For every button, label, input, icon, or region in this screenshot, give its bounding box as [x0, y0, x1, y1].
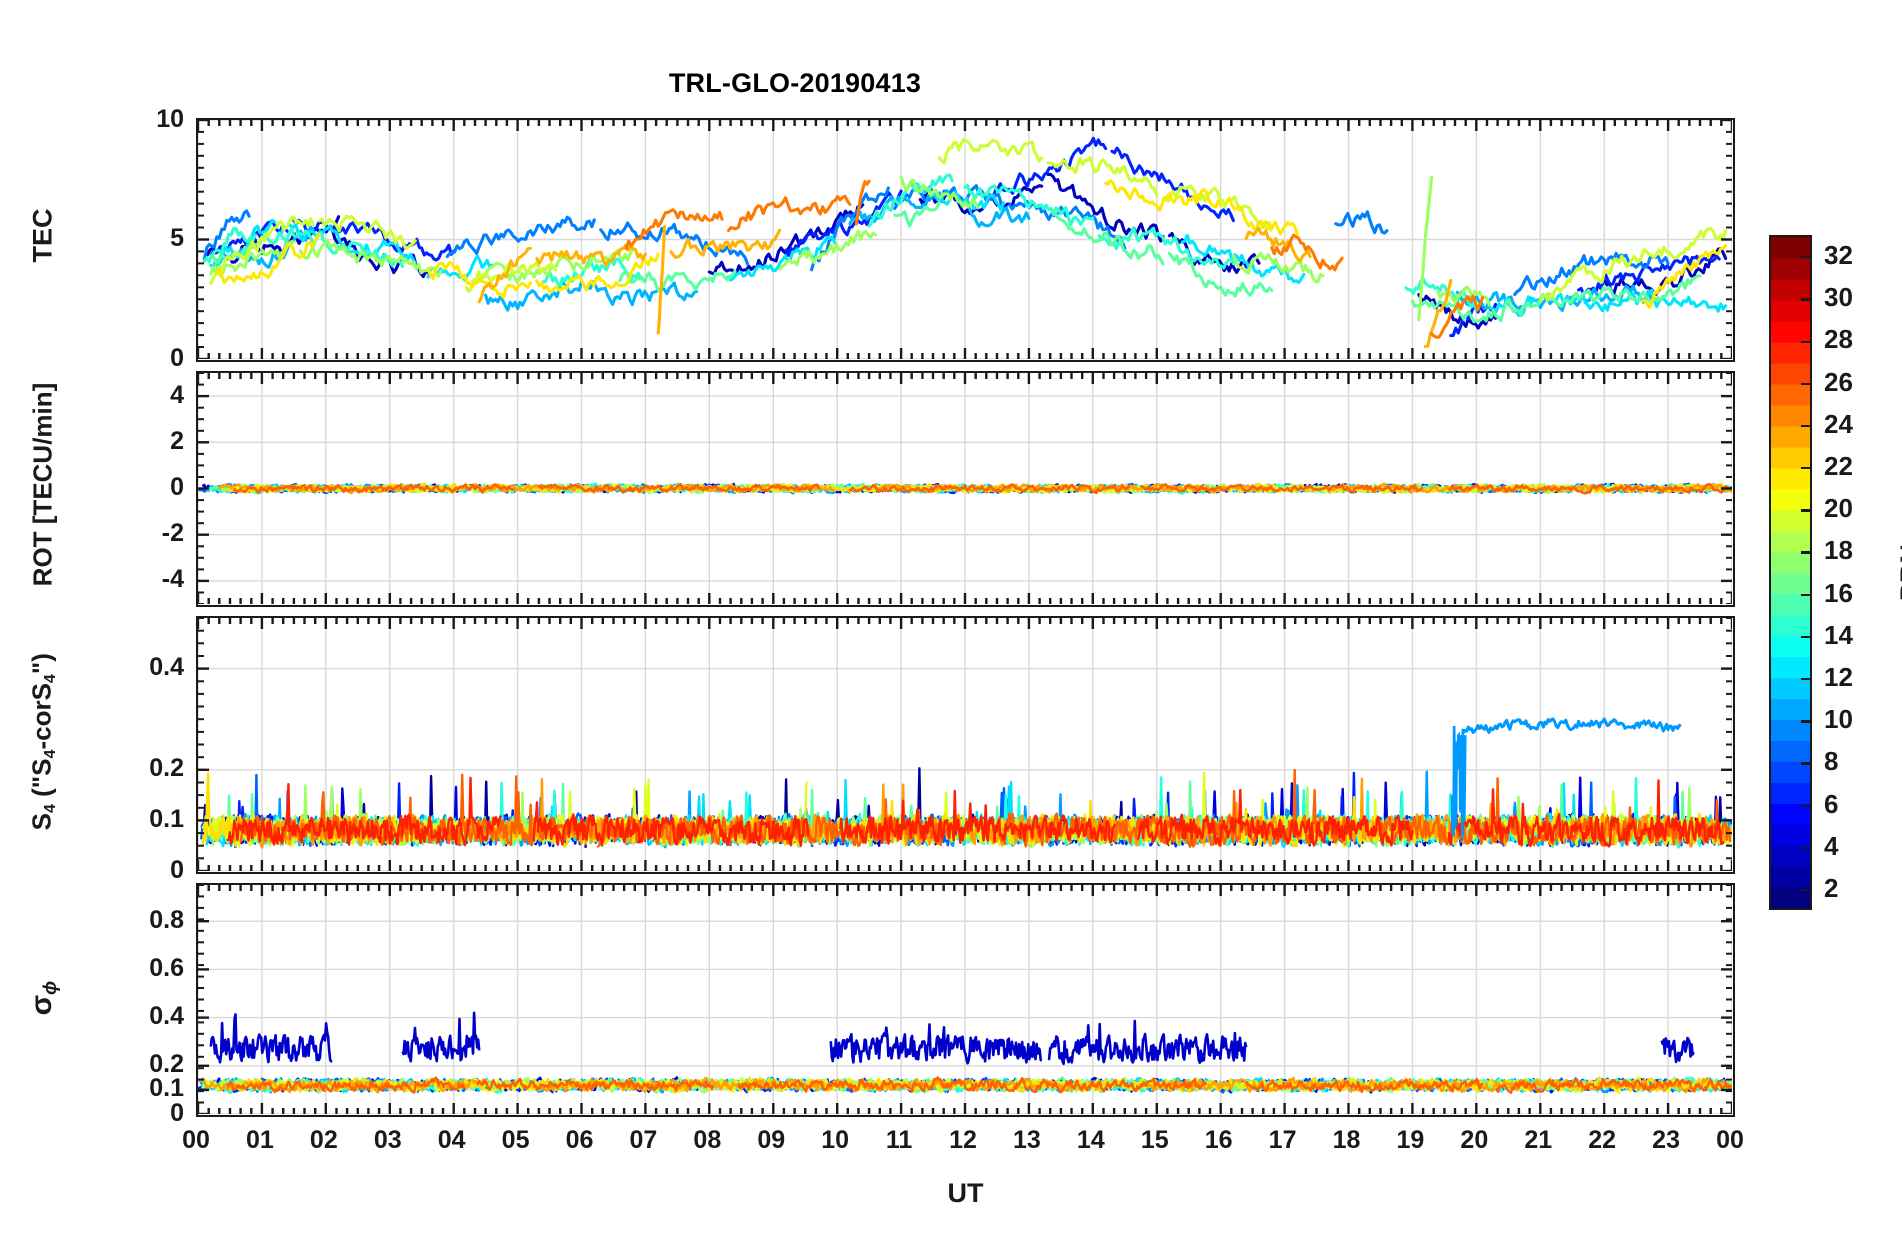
- y-tick-label: -4: [161, 565, 184, 594]
- colorbar-tick-label: 22: [1824, 451, 1853, 482]
- colorbar-tick-mark: [1801, 846, 1810, 850]
- x-tick-label: 01: [246, 1126, 274, 1154]
- x-tick-label: 05: [501, 1126, 530, 1154]
- colorbar-tick-label: 4: [1824, 830, 1839, 861]
- colorbar-tick-label: 24: [1824, 408, 1853, 439]
- x-tick-label: 23: [1652, 1126, 1680, 1154]
- colorbar-tick-mark: [1801, 340, 1810, 343]
- x-tick-label: 20: [1460, 1126, 1489, 1154]
- y-tick-label: 0: [170, 1098, 184, 1127]
- colorbar-tick-mark: [1801, 467, 1810, 470]
- x-tick-label: 14: [1076, 1126, 1105, 1154]
- x-tick-label: 17: [1268, 1126, 1297, 1154]
- y-tick-label: -2: [161, 519, 184, 548]
- panel-rot-ylabel: ROT [TECU/min]: [27, 382, 58, 587]
- colorbar-tick-mark: [1801, 256, 1810, 259]
- colorbar-tick-label: 28: [1824, 324, 1853, 355]
- panel-sigma-phi-plot: [196, 883, 1735, 1117]
- colorbar-tick-label: 20: [1824, 493, 1853, 524]
- x-tick-label: 18: [1332, 1126, 1361, 1154]
- prn-colorbar-title: PRN: [1895, 543, 1902, 601]
- x-tick-label: 10: [821, 1126, 850, 1154]
- y-tick-label: 0.8: [149, 905, 184, 934]
- x-tick-label: 16: [1204, 1126, 1233, 1154]
- x-tick-label: 08: [693, 1126, 722, 1154]
- colorbar-tick-mark: [1801, 635, 1810, 639]
- y-tick-label: 2: [170, 426, 184, 455]
- panel-sigma-phi-ylabel: σɸ: [24, 980, 61, 1016]
- colorbar-tick-label: 32: [1824, 240, 1853, 271]
- colorbar-tick-mark: [1801, 424, 1810, 428]
- x-tick-label: 21: [1524, 1126, 1553, 1154]
- y-tick-label: 0.6: [149, 953, 184, 982]
- colorbar-tick-label: 10: [1824, 704, 1853, 735]
- colorbar-tick-mark: [1801, 382, 1810, 386]
- x-tick-label: 22: [1588, 1126, 1617, 1154]
- y-tick-label: 0.1: [149, 1074, 184, 1103]
- prn-colorbar: [1769, 235, 1812, 910]
- panel-tec-plot: [196, 118, 1735, 362]
- y-tick-label: 0: [170, 855, 184, 884]
- colorbar-tick-mark: [1801, 804, 1810, 807]
- panel-s4-plot: [196, 616, 1735, 874]
- x-tick-label: 07: [629, 1126, 658, 1154]
- x-tick-label: 09: [757, 1126, 786, 1154]
- y-tick-label: 4: [170, 380, 184, 409]
- x-tick-label: 02: [309, 1126, 338, 1154]
- colorbar-tick-label: 8: [1824, 746, 1839, 777]
- colorbar-tick-mark: [1801, 762, 1810, 765]
- colorbar-tick-label: 14: [1824, 619, 1853, 650]
- y-tick-label: 0: [170, 343, 184, 372]
- x-tick-label: 00: [182, 1126, 210, 1154]
- y-tick-label: 0.4: [149, 1002, 184, 1031]
- colorbar-tick-mark: [1801, 509, 1810, 512]
- colorbar-tick-label: 12: [1824, 661, 1853, 692]
- colorbar-tick-mark: [1801, 720, 1810, 723]
- page-title: TRL-GLO-20190413: [668, 68, 922, 98]
- colorbar-tick-label: 30: [1824, 282, 1853, 313]
- colorbar-tick-label: 26: [1824, 366, 1853, 397]
- panel-rot-plot: [196, 371, 1735, 607]
- x-tick-label: 04: [437, 1126, 466, 1154]
- colorbar-tick-label: 6: [1824, 788, 1839, 819]
- x-tick-label: 06: [565, 1126, 594, 1154]
- colorbar-tick-label: 16: [1824, 577, 1853, 608]
- y-tick-label: 0: [170, 473, 184, 501]
- colorbar-tick-mark: [1801, 678, 1810, 681]
- colorbar-tick-label: 18: [1824, 535, 1853, 566]
- y-tick-label: 5: [170, 224, 184, 252]
- x-tick-label: 19: [1396, 1126, 1425, 1154]
- x-tick-label: 12: [949, 1126, 977, 1154]
- colorbar-tick-mark: [1801, 298, 1810, 301]
- y-tick-label: 0.1: [149, 804, 184, 833]
- colorbar-tick-mark: [1801, 593, 1810, 596]
- y-tick-label: 10: [156, 104, 184, 133]
- y-tick-label: 0.4: [149, 653, 184, 682]
- x-tick-label: 03: [373, 1126, 402, 1154]
- x-axis-label: UT: [947, 1178, 984, 1208]
- y-tick-label: 0.2: [149, 754, 184, 783]
- x-tick-label: 15: [1140, 1126, 1169, 1154]
- colorbar-tick-label: 2: [1824, 872, 1839, 903]
- y-tick-label: 0.2: [149, 1050, 184, 1079]
- x-tick-label: 13: [1013, 1126, 1041, 1154]
- x-tick-label: 11: [885, 1126, 913, 1154]
- colorbar-tick-mark: [1801, 551, 1810, 554]
- x-tick-label: 00: [1716, 1126, 1744, 1154]
- colorbar-tick-mark: [1801, 888, 1810, 892]
- panel-s4-ylabel: S4 ("S4-corS4"): [26, 653, 59, 831]
